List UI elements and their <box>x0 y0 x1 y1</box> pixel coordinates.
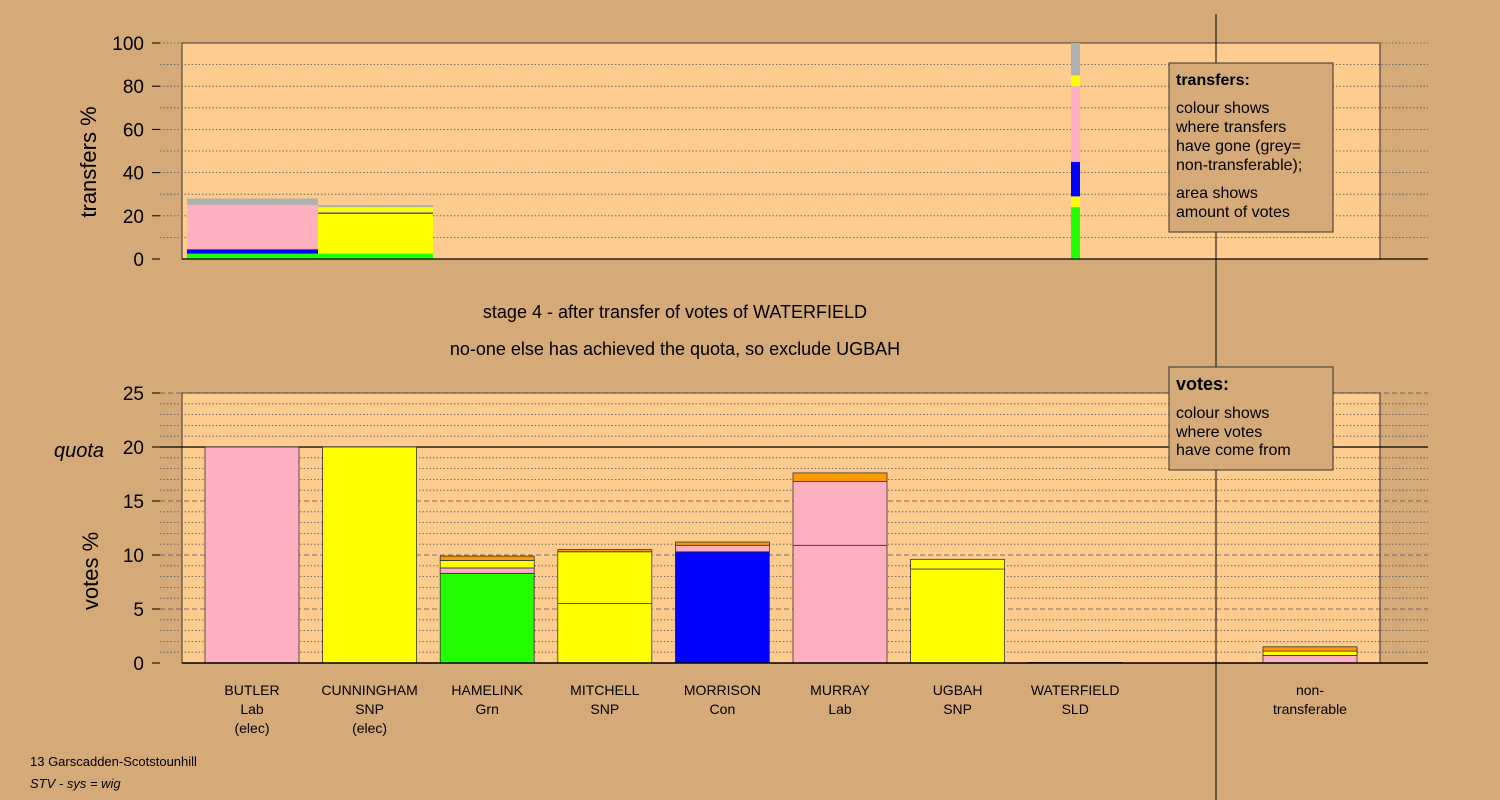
candidate-label: SNP <box>943 701 972 717</box>
transfers-legend-line: colour shows <box>1176 100 1269 117</box>
transfer-segment <box>1071 161 1080 197</box>
transfer-segment <box>187 249 318 254</box>
votes-legend-line: where votes <box>1175 424 1262 441</box>
transfers-legend-line: where transfers <box>1175 119 1286 136</box>
vote-segment <box>439 555 535 561</box>
transfer-segment <box>1071 207 1080 259</box>
votes-legend-line: have come from <box>1176 442 1291 459</box>
vote-segment <box>675 541 770 546</box>
transfers-y-tick-label: 60 <box>123 120 144 141</box>
candidate-label: transferable <box>1273 701 1347 717</box>
transfers-y-tick-label: 0 <box>133 250 144 271</box>
votes-legend-line: colour shows <box>1176 405 1269 422</box>
vote-segment <box>1262 646 1358 652</box>
votes-bars <box>182 446 1428 664</box>
candidate-label: HAMELINK <box>451 682 523 698</box>
vote-segment <box>792 544 888 664</box>
votes-y-ticks: 0 5 10 15 20 25 <box>123 384 160 675</box>
votes-y-tick-label: 15 <box>123 492 144 513</box>
candidate-label: MORRISON <box>684 682 761 698</box>
transfers-legend-line: non-transferable); <box>1176 157 1302 174</box>
transfer-segment <box>187 198 318 205</box>
vote-segment <box>439 572 535 664</box>
vote-segment <box>322 446 418 664</box>
votes-y-tick-label: 20 <box>123 438 144 459</box>
votes-y-tick-label: 5 <box>133 600 144 621</box>
vote-segment <box>439 560 535 569</box>
transfers-legend-line: have gone (grey= <box>1176 138 1301 155</box>
candidate-label: SNP <box>355 701 384 717</box>
vote-segment <box>557 603 653 664</box>
transfer-segment <box>318 205 433 208</box>
transfers-y-ticks: 0 20 40 60 80 100 <box>112 34 160 271</box>
transfers-y-tick-label: 80 <box>123 77 144 98</box>
stage-subheading: no-one else has achieved the quota, so e… <box>450 339 900 359</box>
transfers-legend: transfers: colour shows where transfers … <box>1168 62 1334 233</box>
transfers-y-axis-label: transfers % <box>76 106 101 217</box>
stage-heading: stage 4 - after transfer of votes of WAT… <box>483 302 867 322</box>
system-label: STV - sys = wig <box>30 776 121 791</box>
transfers-legend-line: area shows <box>1176 185 1258 202</box>
votes-legend: votes: colour shows where votes have com… <box>1168 366 1334 471</box>
transfer-segment <box>318 213 433 254</box>
transfer-segment <box>1071 43 1080 76</box>
candidate-label: Con <box>710 701 736 717</box>
transfer-segment <box>1071 75 1080 87</box>
candidate-label: CUNNINGHAM <box>321 682 417 698</box>
transfer-segment <box>318 212 433 214</box>
transfer-segment <box>1071 86 1080 162</box>
votes-y-tick-label: 25 <box>123 384 144 405</box>
candidate-label: (elec) <box>234 720 269 736</box>
candidate-label: Grn <box>476 701 499 717</box>
vote-segment <box>910 558 1005 570</box>
candidate-label: WATERFIELD <box>1031 682 1120 698</box>
transfers-y-tick-label: 20 <box>123 207 144 228</box>
candidate-label: UGBAH <box>933 682 983 698</box>
candidate-label: SLD <box>1062 701 1089 717</box>
candidate-labels: BUTLER Lab (elec) CUNNINGHAM SNP (elec) HAMELI… <box>224 682 1347 736</box>
transfer-segment <box>187 253 318 259</box>
transfers-bars <box>182 43 1428 260</box>
vote-segment <box>792 472 888 482</box>
constituency-label: 13 Garscadden-Scotstounhill <box>30 754 197 769</box>
candidate-label: SNP <box>590 701 619 717</box>
votes-y-axis-label: votes % <box>78 532 103 610</box>
transfer-segment <box>187 205 318 250</box>
quota-label: quota <box>54 440 104 462</box>
vote-segment <box>204 446 300 664</box>
candidate-label: MURRAY <box>810 682 870 698</box>
vote-segment <box>1262 650 1358 656</box>
transfers-y-tick-label: 100 <box>112 34 144 55</box>
candidate-label: MITCHELL <box>570 682 639 698</box>
vote-segment <box>557 551 653 605</box>
votes-y-tick-label: 0 <box>133 654 144 675</box>
candidate-label: Lab <box>240 701 264 717</box>
vote-segment <box>1262 655 1358 664</box>
transfers-y-tick-label: 40 <box>123 164 144 185</box>
transfers-legend-title: transfers: <box>1176 72 1250 89</box>
vote-segment <box>910 568 1005 664</box>
vote-segment <box>675 551 770 664</box>
vote-segment <box>557 549 653 553</box>
vote-segment <box>792 481 888 546</box>
vote-segment <box>439 567 535 574</box>
candidate-label: BUTLER <box>224 682 279 698</box>
candidate-label: non- <box>1296 682 1324 698</box>
votes-legend-title: votes: <box>1176 374 1229 394</box>
transfer-segment <box>318 253 433 259</box>
transfer-segment <box>318 207 433 213</box>
candidate-label: (elec) <box>352 720 387 736</box>
transfers-legend-line: amount of votes <box>1176 204 1290 221</box>
candidate-label: Lab <box>828 701 852 717</box>
vote-segment <box>675 544 770 553</box>
votes-y-tick-label: 10 <box>123 546 144 567</box>
transfer-segment <box>1071 196 1080 208</box>
